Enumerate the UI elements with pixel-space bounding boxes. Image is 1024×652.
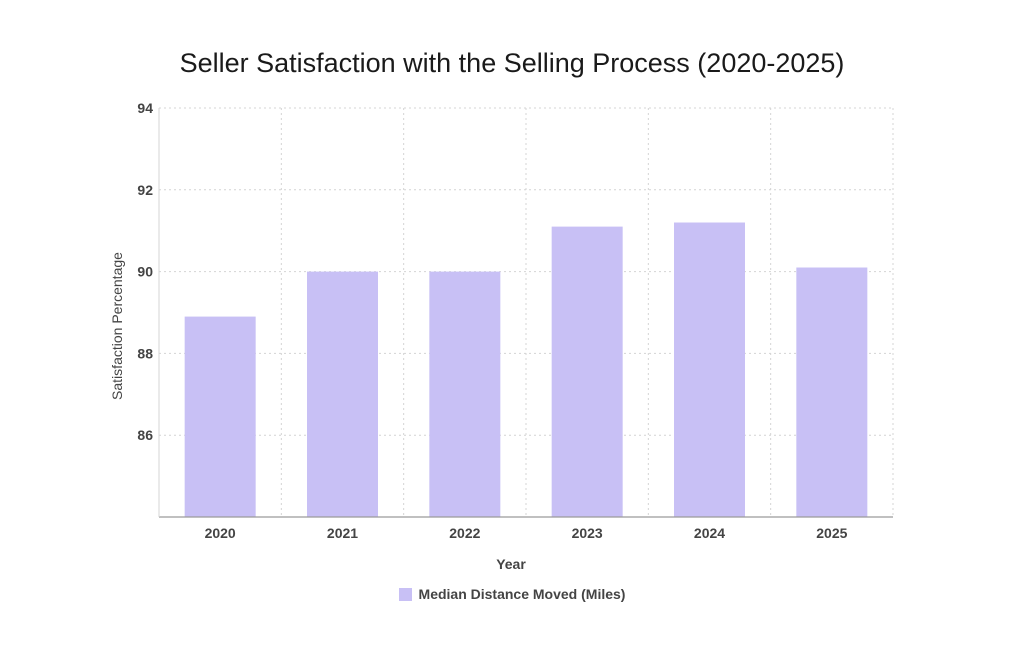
grid-lines <box>158 107 894 517</box>
axes <box>158 108 893 518</box>
y-tick-label: 88 <box>137 345 153 361</box>
x-tick-label: 2022 <box>449 525 480 541</box>
bar-2022 <box>429 271 501 517</box>
bar-2020 <box>184 316 256 517</box>
bars <box>184 222 868 518</box>
x-axis-title: Year <box>496 556 526 572</box>
y-tick-label: 92 <box>137 182 153 198</box>
y-tick-label: 90 <box>137 264 153 280</box>
x-tick-label: 2023 <box>572 525 603 541</box>
legend-label: Median Distance Moved (Miles) <box>418 586 626 602</box>
y-axis-title: Satisfaction Percentage <box>109 252 125 400</box>
legend: Median Distance Moved (Miles) <box>0 586 1024 602</box>
bar-2024 <box>674 222 745 517</box>
chart-title: Seller Satisfaction with the Selling Pro… <box>179 48 845 78</box>
legend-swatch <box>398 587 412 601</box>
tick-labels: 86 88 90 92 94 2020 2021 2022 2023 2024 2025 <box>137 100 847 541</box>
bar-2023 <box>551 226 623 518</box>
x-tick-label: 2025 <box>816 525 847 541</box>
bar-2025 <box>796 267 868 517</box>
bar-2021 <box>307 271 378 517</box>
x-tick-label: 2020 <box>205 525 236 541</box>
x-tick-label: 2024 <box>694 525 725 541</box>
x-tick-label: 2021 <box>327 525 358 541</box>
y-tick-label: 94 <box>137 100 153 116</box>
y-tick-label: 86 <box>137 427 153 443</box>
